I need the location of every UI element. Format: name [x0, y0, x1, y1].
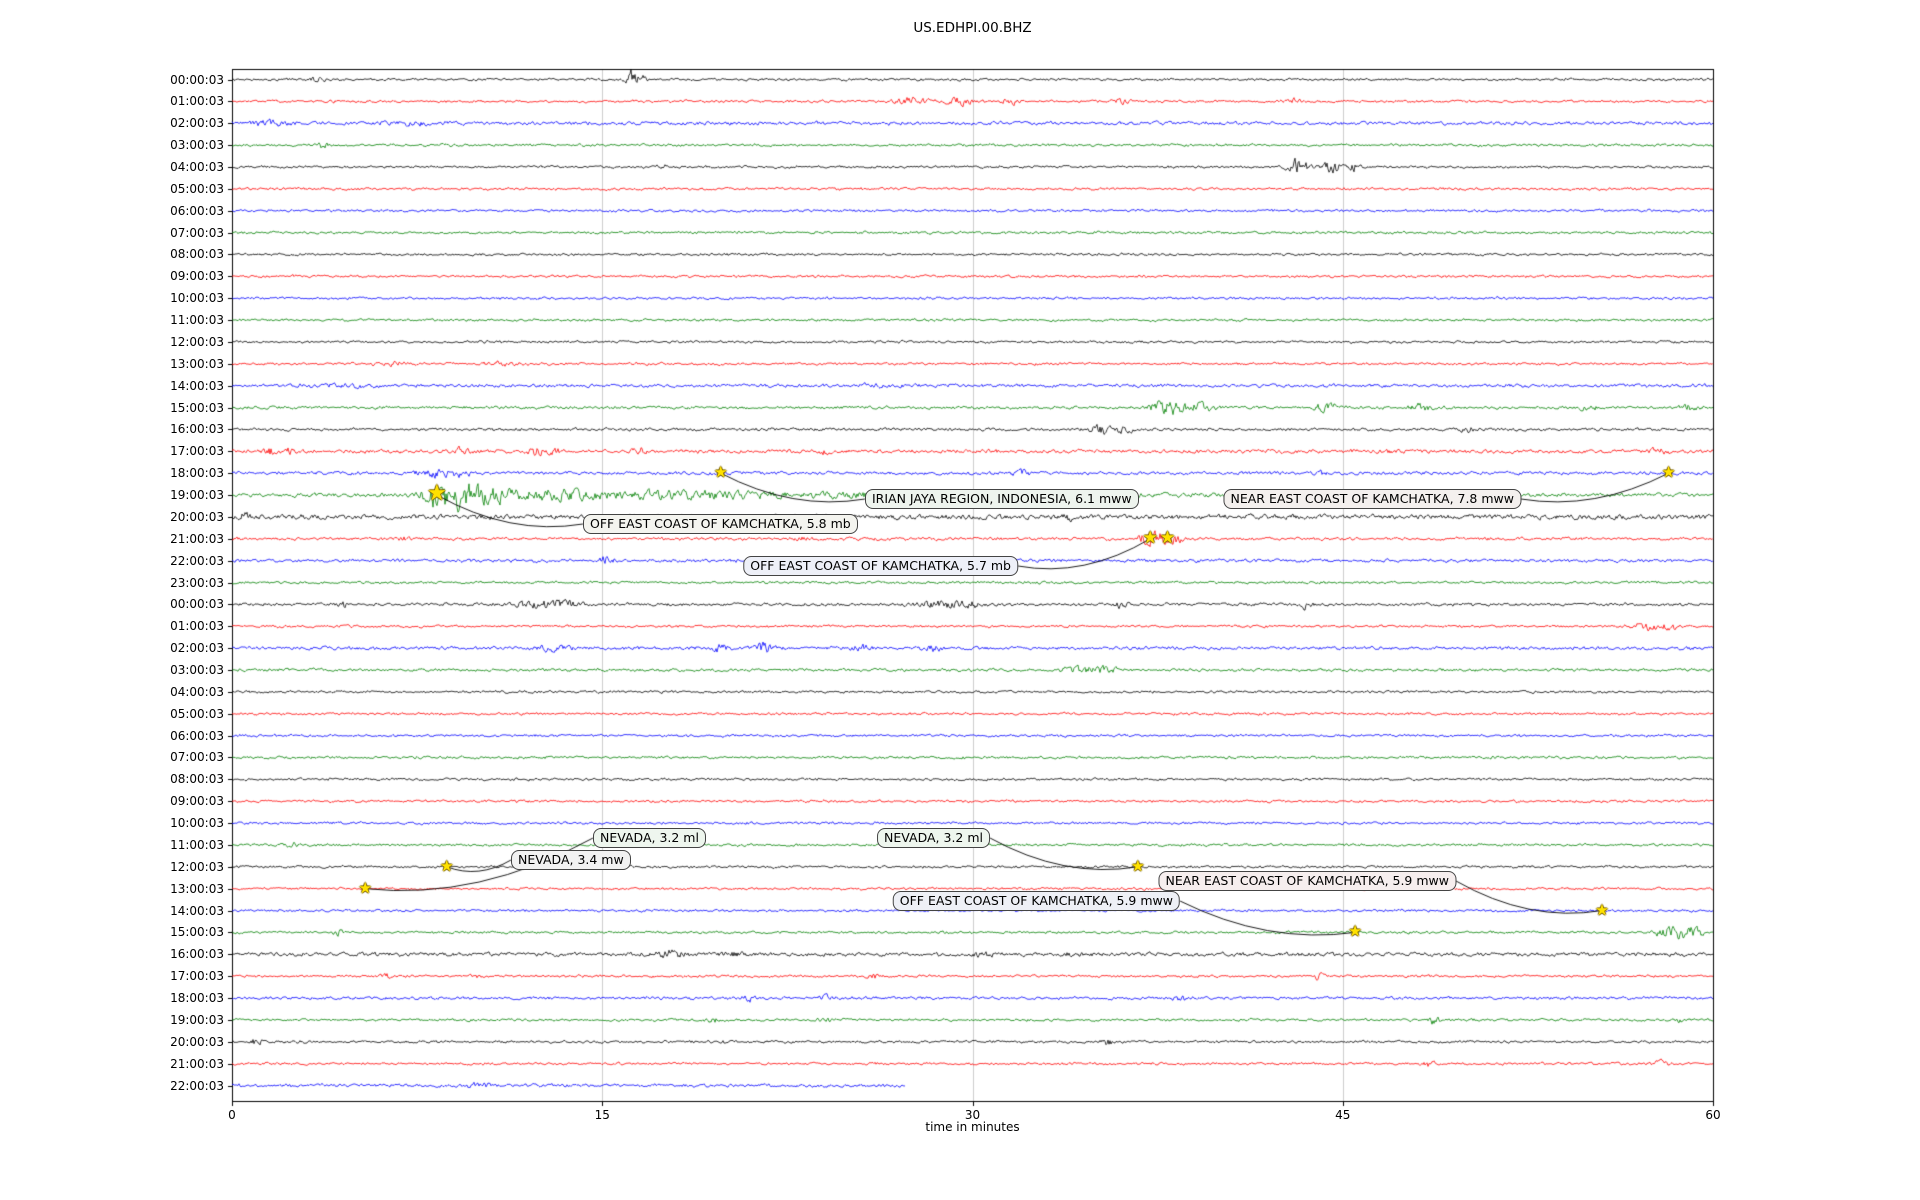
x-tick-label: 60: [1705, 1108, 1721, 1122]
row-time-label: 02:00:03: [170, 116, 224, 131]
row-time-label: 15:00:03: [170, 400, 224, 415]
row-time-label: 23:00:03: [170, 575, 224, 590]
row-time-label: 13:00:03: [170, 356, 224, 371]
x-tick-label: 30: [964, 1108, 981, 1122]
event-star-icon: ★: [1661, 463, 1676, 482]
row-time-label: 06:00:03: [170, 728, 224, 743]
row-time-label: 14:00:03: [170, 903, 224, 918]
row-time-label: 14:00:03: [170, 378, 224, 393]
row-time-label: 02:00:03: [170, 641, 224, 656]
row-time-label: 05:00:03: [170, 181, 224, 196]
row-time-label: 11:00:03: [170, 837, 224, 852]
row-time-label: 01:00:03: [170, 94, 224, 109]
row-time-label: 20:00:03: [170, 509, 224, 524]
event-star-icon: ★: [1142, 527, 1158, 548]
row-time-label: 21:00:03: [170, 531, 224, 546]
event-label: NEVADA, 3.2 ml: [593, 828, 706, 848]
row-time-label: 00:00:03: [170, 72, 224, 87]
x-tick-label: 0: [228, 1108, 236, 1122]
row-time-label: 09:00:03: [170, 794, 224, 809]
row-time-label: 03:00:03: [170, 138, 224, 153]
event-label: IRIAN JAYA REGION, INDONESIA, 6.1 mww: [865, 489, 1139, 509]
row-time-label: 18:00:03: [170, 991, 224, 1006]
row-time-label: 09:00:03: [170, 269, 224, 284]
row-time-label: 10:00:03: [170, 291, 224, 306]
event-star-icon: ★: [713, 463, 728, 482]
row-time-label: 07:00:03: [170, 750, 224, 765]
x-axis-title: time in minutes: [925, 1120, 1020, 1134]
event-label: NEAR EAST COAST OF KAMCHATKA, 7.8 mww: [1223, 489, 1521, 509]
x-tick-label: 45: [1335, 1108, 1351, 1122]
row-time-label: 00:00:03: [170, 597, 224, 612]
row-time-label: 10:00:03: [170, 816, 224, 831]
row-time-label: 12:00:03: [170, 334, 224, 349]
row-time-label: 15:00:03: [170, 925, 224, 940]
row-time-label: 08:00:03: [170, 247, 224, 262]
row-time-label: 18:00:03: [170, 466, 224, 481]
row-time-label: 04:00:03: [170, 684, 224, 699]
row-time-label: 17:00:03: [170, 444, 224, 459]
event-star-icon: ★: [1595, 900, 1609, 919]
row-time-label: 21:00:03: [170, 1056, 224, 1071]
event-star-icon: ★: [1159, 527, 1176, 548]
row-time-label: 17:00:03: [170, 969, 224, 984]
event-label: OFF EAST COAST OF KAMCHATKA, 5.9 mww: [892, 891, 1180, 911]
row-time-label: 11:00:03: [170, 313, 224, 328]
row-time-label: 06:00:03: [170, 203, 224, 218]
row-time-label: 13:00:03: [170, 881, 224, 896]
row-time-label: 07:00:03: [170, 225, 224, 240]
row-time-label: 22:00:03: [170, 553, 224, 568]
row-time-label: 08:00:03: [170, 772, 224, 787]
row-time-label: 19:00:03: [170, 488, 224, 503]
row-time-label: 22:00:03: [170, 1078, 224, 1093]
event-star-icon: ★: [1348, 922, 1362, 941]
row-time-label: 04:00:03: [170, 159, 224, 174]
event-label: NEVADA, 3.2 ml: [877, 828, 990, 848]
event-star-icon: ★: [440, 856, 454, 875]
event-star-icon: ★: [426, 481, 447, 507]
row-time-label: 03:00:03: [170, 662, 224, 677]
row-time-label: 12:00:03: [170, 859, 224, 874]
row-time-label: 05:00:03: [170, 706, 224, 721]
row-time-label: 20:00:03: [170, 1034, 224, 1049]
event-label: NEAR EAST COAST OF KAMCHATKA, 5.9 mww: [1158, 871, 1456, 891]
event-label: NEVADA, 3.4 mw: [511, 850, 631, 870]
event-star-icon: ★: [1131, 856, 1145, 875]
row-time-label: 01:00:03: [170, 619, 224, 634]
event-star-icon: ★: [358, 878, 373, 897]
row-time-label: 16:00:03: [170, 947, 224, 962]
row-time-label: 16:00:03: [170, 422, 224, 437]
row-time-label: 19:00:03: [170, 1012, 224, 1027]
event-label: OFF EAST COAST OF KAMCHATKA, 5.7 mb: [743, 556, 1018, 576]
x-tick-label: 15: [594, 1108, 610, 1122]
event-label: OFF EAST COAST OF KAMCHATKA, 5.8 mb: [583, 514, 858, 534]
